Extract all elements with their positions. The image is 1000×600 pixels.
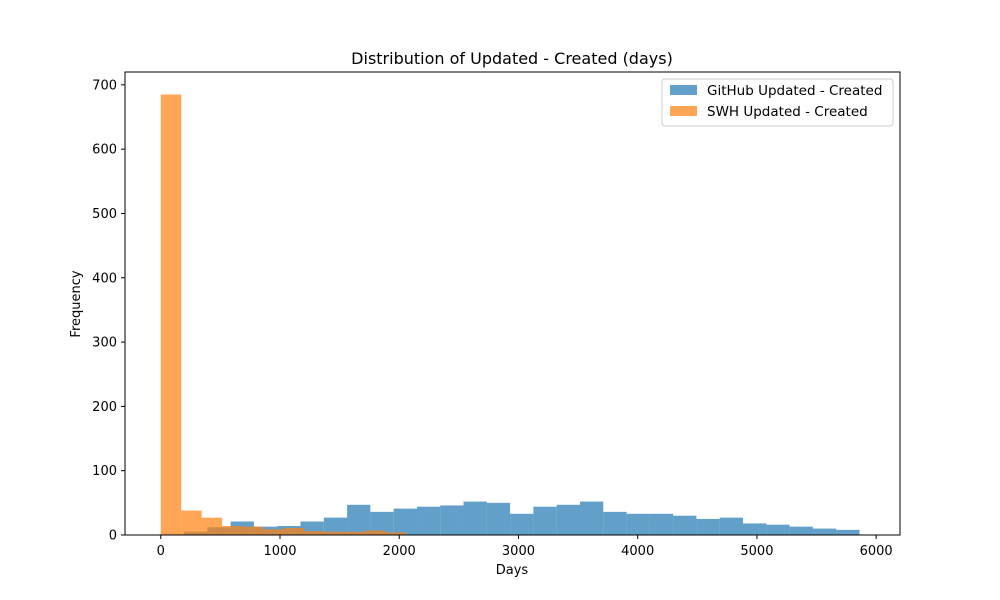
legend-swatch-1 — [670, 85, 697, 95]
histogram-bar-series-2-bin-12 — [385, 532, 407, 535]
legend-box — [661, 78, 894, 127]
x-axis-label: Days — [496, 563, 529, 578]
histogram-bar-series-1-bin-11 — [393, 508, 417, 535]
histogram-bar-series-2-bin-11 — [365, 530, 386, 535]
histogram-bar-series-1-bin-20 — [603, 511, 627, 535]
histogram-bar-series-1-bin-26 — [743, 523, 767, 535]
histogram-bar-series-1-bin-28 — [789, 526, 813, 535]
histogram-bar-series-1-bin-18 — [556, 504, 580, 535]
y-tick-label: 200 — [92, 400, 117, 415]
histogram-bar-series-2-bin-8 — [303, 531, 325, 535]
histogram-bar-series-1-bin-12 — [416, 506, 441, 535]
y-tick-label: 0 — [109, 529, 117, 544]
histogram-bar-series-1-bin-14 — [463, 501, 487, 535]
x-tick-label: 0 — [157, 544, 165, 559]
histogram-bar-series-1-bin-21 — [626, 513, 650, 535]
histogram-bar-series-1-bin-30 — [836, 529, 860, 535]
histogram-bar-series-1-bin-17 — [533, 506, 557, 535]
histogram-bar-series-1-bin-25 — [719, 517, 744, 535]
histogram-bar-series-1-bin-10 — [370, 511, 394, 535]
histogram-bar-series-1-bin-23 — [673, 515, 697, 535]
chart-title: Distribution of Updated - Created (days) — [351, 49, 673, 68]
y-axis-label: Frequency — [69, 270, 84, 337]
histogram-bar-series-2-bin-9 — [324, 531, 345, 535]
y-tick-label: 600 — [92, 143, 117, 158]
legend: GitHub Updated - Created SWH Updated - Cr… — [661, 78, 894, 127]
x-tick-label: 4000 — [621, 544, 654, 559]
legend-label-2: SWH Updated - Created — [707, 104, 868, 120]
histogram-bar-series-2-bin-6 — [262, 529, 284, 535]
histogram-bar-series-2-bin-4 — [222, 525, 243, 535]
y-tick-label: 100 — [92, 464, 117, 479]
y-tick-label: 700 — [92, 78, 117, 93]
legend-swatch-2 — [670, 106, 697, 116]
x-tick-label: 3000 — [502, 544, 535, 559]
x-tick-label: 6000 — [860, 544, 893, 559]
x-tick-label: 1000 — [263, 544, 296, 559]
axes-layer: 0 1000 2000 3000 4000 5000 6000 0 100 200 300 400 50… — [92, 71, 901, 559]
histogram-bar-series-1-bin-27 — [766, 524, 790, 535]
histogram-bar-series-1-bin-13 — [440, 505, 464, 535]
histogram-bar-series-1-bin-22 — [649, 513, 674, 535]
histogram-bar-series-1-bin-29 — [812, 528, 837, 535]
y-tick-label: 300 — [92, 336, 117, 351]
histogram-bar-series-1-bin-16 — [510, 513, 534, 535]
histogram-bar-series-1-bin-8 — [323, 517, 348, 535]
histogram-bar-series-2-bin-3 — [201, 517, 223, 535]
bars-layer — [160, 94, 860, 535]
histogram-bar-series-1-bin-9 — [347, 504, 371, 535]
x-tick-label: 5000 — [740, 544, 773, 559]
histogram-bar-series-2-bin-10 — [344, 531, 366, 535]
histogram-bar-series-1-bin-19 — [579, 501, 604, 535]
histogram-bar-series-1-bin-15 — [486, 502, 511, 535]
x-tick-label: 2000 — [383, 544, 416, 559]
histogram-bar-series-2-bin-5 — [242, 526, 263, 535]
histogram-bar-series-2-bin-1 — [160, 94, 182, 535]
histogram-bar-series-2-bin-7 — [283, 527, 304, 535]
y-tick-label: 400 — [92, 271, 117, 286]
histogram-bar-series-1-bin-24 — [696, 518, 720, 535]
legend-label-1: GitHub Updated - Created — [707, 83, 882, 99]
plot-frame — [124, 71, 901, 536]
histogram-bar-series-2-bin-2 — [181, 510, 202, 535]
y-tick-label: 500 — [92, 207, 117, 222]
